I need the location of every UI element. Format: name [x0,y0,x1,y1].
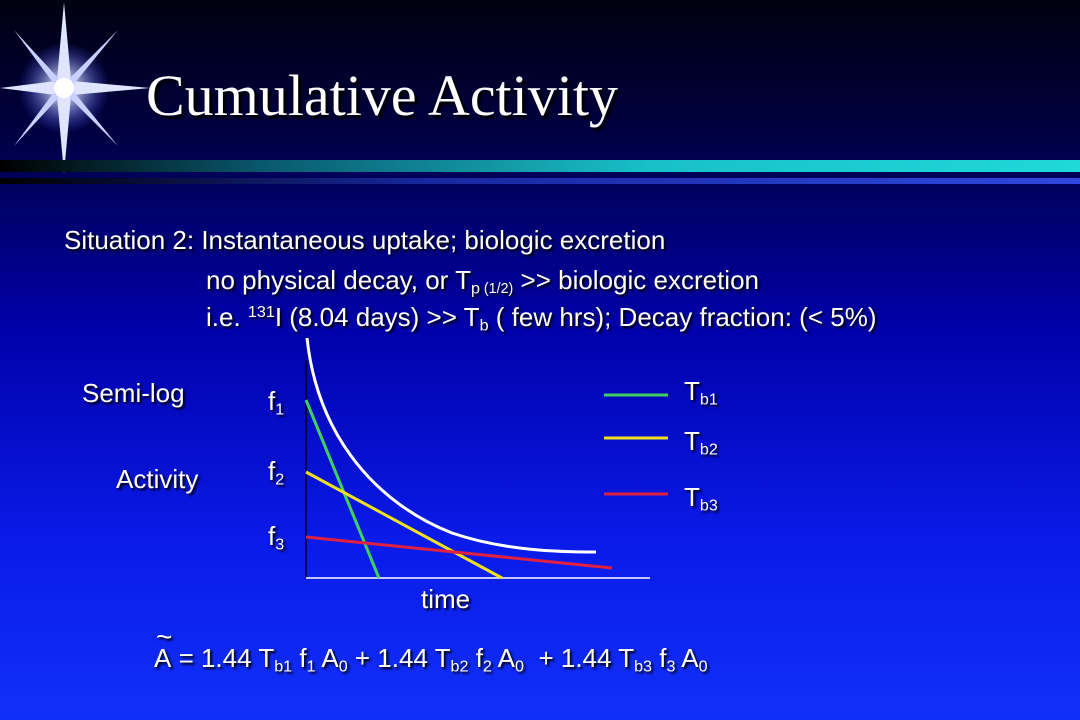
legend-label-2: Tb2 [684,426,718,459]
condition-sub-p: p [470,279,480,298]
f2-base: f [268,456,276,486]
condition-text: no physical decay, or T [206,265,471,295]
legend-label-3: Tb3 [684,482,718,515]
formula-f3: f [652,643,667,673]
f3-label: f3 [268,521,285,554]
component-line-3 [305,535,613,570]
formula-a1-sub: 0 [338,657,348,676]
example-text-end: ( few hrs); Decay fraction: (< 5%) [488,302,877,332]
formula-a3: A [675,643,699,673]
header-bar [0,160,1080,172]
legend-2-base: T [684,426,700,456]
example-sup-131: 131 [247,303,275,322]
example-sub-b: b [479,316,489,335]
formula-term2: + 1.44 T [347,643,451,673]
header-decoration [0,2,1080,184]
cumulative-activity-formula: ~ A = 1.44 Tb1 f1 A0 + 1.44 Tb2 f2 A0 + 1… [154,621,708,676]
header-bar-thin [0,178,1080,184]
formula-t3-sub: b3 [634,657,653,676]
formula-f1-sub: 1 [306,657,316,676]
formula-a2-sub: 0 [515,657,524,676]
legend-1-base: T [684,376,700,406]
f2-sub: 2 [275,470,285,489]
total-activity-curve [305,337,597,554]
f3-sub: 3 [275,535,285,554]
component-line-1 [304,399,381,579]
example-text-iodine: I (8.04 days) >> T [274,302,480,332]
component-line-2 [305,470,503,580]
activity-label: Activity [116,464,199,494]
example-text: i.e. [206,302,248,332]
legend-1-sub: b1 [699,390,718,409]
legend-3-base: T [684,482,700,512]
formula-f2: f [468,643,483,673]
formula-lhs: A [154,643,172,673]
legend-label-1: Tb1 [684,376,718,409]
semilog-label: Semi-log [82,378,185,408]
formula-term1: = 1.44 T [171,643,275,673]
f1-base: f [268,386,276,416]
f1-label: f1 [268,386,285,419]
condition-text-end: >> biologic excretion [513,265,760,295]
f3-base: f [268,521,276,551]
formula-t1-sub: b1 [274,657,293,676]
legend-3-sub: b3 [699,496,718,515]
f2-label: f2 [268,456,285,489]
example-line: i.e. 131I (8.04 days) >> Tb ( few hrs); … [206,302,877,335]
tilde-mark: ~ [156,621,173,652]
formula-t2-sub: b2 [450,657,469,676]
formula-a1: A [315,643,339,673]
formula-f2-sub: 2 [482,657,492,676]
slide-title: Cumulative Activity [146,63,619,128]
formula-a2: A [491,643,516,673]
formula-term3: + 1.44 T [524,643,635,673]
formula-f3-sub: 3 [666,657,676,676]
time-axis-label: time [421,584,471,614]
legend-2-sub: b2 [699,440,718,459]
condition-line: no physical decay, or Tp (1/2) >> biolog… [206,265,760,298]
condition-sub-half: (1/2) [479,281,514,297]
formula-f1: f [292,643,307,673]
star-icon [0,2,150,174]
situation-line: Situation 2: Instantaneous uptake; biolo… [64,225,666,255]
f1-sub: 1 [275,400,285,419]
a-tilde: ~ A [154,621,172,674]
formula-a3-sub: 0 [698,657,708,676]
